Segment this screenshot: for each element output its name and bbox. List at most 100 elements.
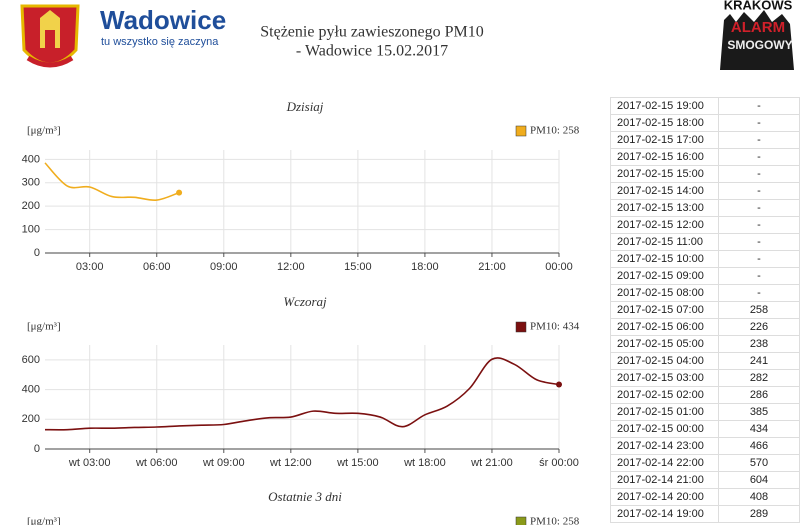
logo-line: KRAKOWS — [724, 0, 793, 12]
logo-line: ALARM — [731, 19, 785, 36]
time-cell: 2017-02-14 20:00 — [610, 488, 719, 506]
time-cell: 2017-02-15 09:00 — [610, 267, 719, 285]
table-row: 2017-02-15 10:00- — [610, 250, 800, 268]
table-row: 2017-02-15 05:00 238 — [610, 335, 800, 353]
value-cell: 238 — [718, 335, 800, 353]
chart-title: Wczoraj — [283, 294, 327, 309]
time-cell: 2017-02-15 06:00 — [610, 318, 719, 336]
page-subtitle: - Wadowice 15.02.2017 — [296, 43, 448, 60]
time-cell: 2017-02-15 00:00 — [610, 420, 719, 438]
value-cell: 385 — [718, 403, 800, 421]
value-cell: 434 — [718, 420, 800, 438]
time-cell: 2017-02-15 03:00 — [610, 369, 719, 387]
table-row: 2017-02-15 06:00 226 — [610, 318, 800, 336]
time-cell: 2017-02-15 01:00 — [610, 403, 719, 421]
time-cell: 2017-02-14 22:00 — [610, 454, 719, 472]
value-cell: 604 — [718, 471, 800, 489]
y-tick-label: 0 — [34, 247, 40, 259]
y-tick-label: 400 — [22, 383, 40, 395]
x-tick-label: 18:00 — [411, 261, 439, 273]
legend-swatch — [515, 516, 527, 525]
table-row: 2017-02-14 21:00 604 — [610, 471, 800, 489]
value-cell: 466 — [718, 437, 800, 455]
x-tick-label: wt 15:00 — [336, 457, 379, 469]
x-tick-label: wt 09:00 — [202, 457, 245, 469]
y-tick-label: 0 — [34, 443, 40, 455]
value-cell: - — [718, 199, 800, 217]
time-cell: 2017-02-15 15:00 — [610, 165, 719, 183]
value-cell: - — [718, 267, 800, 285]
end-marker — [176, 189, 183, 196]
table-row: 2017-02-14 23:00 466 — [610, 437, 800, 455]
crest-logo — [20, 4, 80, 68]
table-row: 2017-02-15 11:00- — [610, 233, 800, 251]
time-cell: 2017-02-15 13:00 — [610, 199, 719, 217]
time-cell: 2017-02-14 19:00 — [610, 505, 719, 523]
time-cell: 2017-02-15 08:00 — [610, 284, 719, 302]
y-tick-label: 200 — [22, 413, 40, 425]
table-row: 2017-02-14 19:00 289 — [610, 505, 800, 523]
legend-label: PM10: 258 — [530, 516, 580, 525]
x-tick-label: wt 03:00 — [68, 457, 111, 469]
smog-logo: KRAKOWS ALARM SMOGOWY — [720, 0, 794, 70]
brand: Wadowice — [100, 5, 226, 35]
table-row: 2017-02-15 14:00- — [610, 182, 800, 200]
table-row: 2017-02-14 22:00 570 — [610, 454, 800, 472]
y-tick-label: 600 — [22, 354, 40, 366]
chart-title: Ostatnie 3 dni — [268, 489, 342, 504]
y-tick-label: 300 — [22, 177, 40, 189]
x-tick-label: 09:00 — [210, 261, 238, 273]
table-row: 2017-02-14 20:00 408 — [610, 488, 800, 506]
chart-title: Dzisiaj — [286, 99, 324, 114]
table-row: 2017-02-15 17:00- — [610, 131, 800, 149]
value-cell: 241 — [718, 352, 800, 370]
y-tick-label: 400 — [22, 153, 40, 165]
time-cell: 2017-02-15 02:00 — [610, 386, 719, 404]
value-cell: 408 — [718, 488, 800, 506]
table-row: 2017-02-15 04:00 241 — [610, 352, 800, 370]
value-cell: - — [718, 233, 800, 251]
value-cell: - — [718, 216, 800, 234]
legend-label: PM10: 434 — [530, 321, 580, 333]
y-axis-label: [μg/m³] — [27, 321, 61, 333]
value-cell: - — [718, 131, 800, 149]
time-cell: 2017-02-15 11:00 — [610, 233, 719, 251]
time-cell: 2017-02-15 18:00 — [610, 114, 719, 132]
logo-line: SMOGOWY — [727, 38, 792, 52]
x-tick-label: śr 00:00 — [539, 457, 579, 469]
time-cell: 2017-02-15 16:00 — [610, 148, 719, 166]
legend-label: PM10: 258 — [530, 125, 580, 137]
time-cell: 2017-02-15 19:00 — [610, 97, 719, 115]
table-row: 2017-02-15 18:00- — [610, 114, 800, 132]
table-row: 2017-02-15 02:00 286 — [610, 386, 800, 404]
page-title: Stężenie pyłu zawieszonego PM10 — [260, 24, 484, 41]
x-tick-label: 00:00 — [545, 261, 573, 273]
value-cell: 289 — [718, 505, 800, 523]
time-cell: 2017-02-15 05:00 — [610, 335, 719, 353]
legend-swatch — [515, 125, 527, 137]
x-tick-label: wt 12:00 — [269, 457, 312, 469]
y-tick-label: 200 — [22, 200, 40, 212]
value-cell: - — [718, 165, 800, 183]
value-cell: 282 — [718, 369, 800, 387]
table-row: 2017-02-15 12:00- — [610, 216, 800, 234]
x-tick-label: wt 21:00 — [470, 457, 513, 469]
value-cell: - — [718, 97, 800, 115]
x-tick-label: 03:00 — [76, 261, 104, 273]
x-tick-label: 15:00 — [344, 261, 372, 273]
x-tick-label: wt 06:00 — [135, 457, 178, 469]
time-cell: 2017-02-14 23:00 — [610, 437, 719, 455]
value-cell: - — [718, 182, 800, 200]
value-cell: - — [718, 250, 800, 268]
table-row: 2017-02-15 13:00- — [610, 199, 800, 217]
charts: Wadowice tu wszystko się zaczyna Stężeni… — [20, 4, 580, 525]
y-axis-label: [μg/m³] — [27, 125, 61, 137]
table-row: 2017-02-15 03:00 282 — [610, 369, 800, 387]
y-axis-label: [μg/m³] — [27, 516, 61, 525]
time-cell: 2017-02-15 14:00 — [610, 182, 719, 200]
x-tick-label: wt 18:00 — [403, 457, 446, 469]
y-tick-label: 100 — [22, 223, 40, 235]
tagline: tu wszystko się zaczyna — [101, 36, 219, 48]
table-row: 2017-02-15 19:00- — [610, 97, 800, 115]
